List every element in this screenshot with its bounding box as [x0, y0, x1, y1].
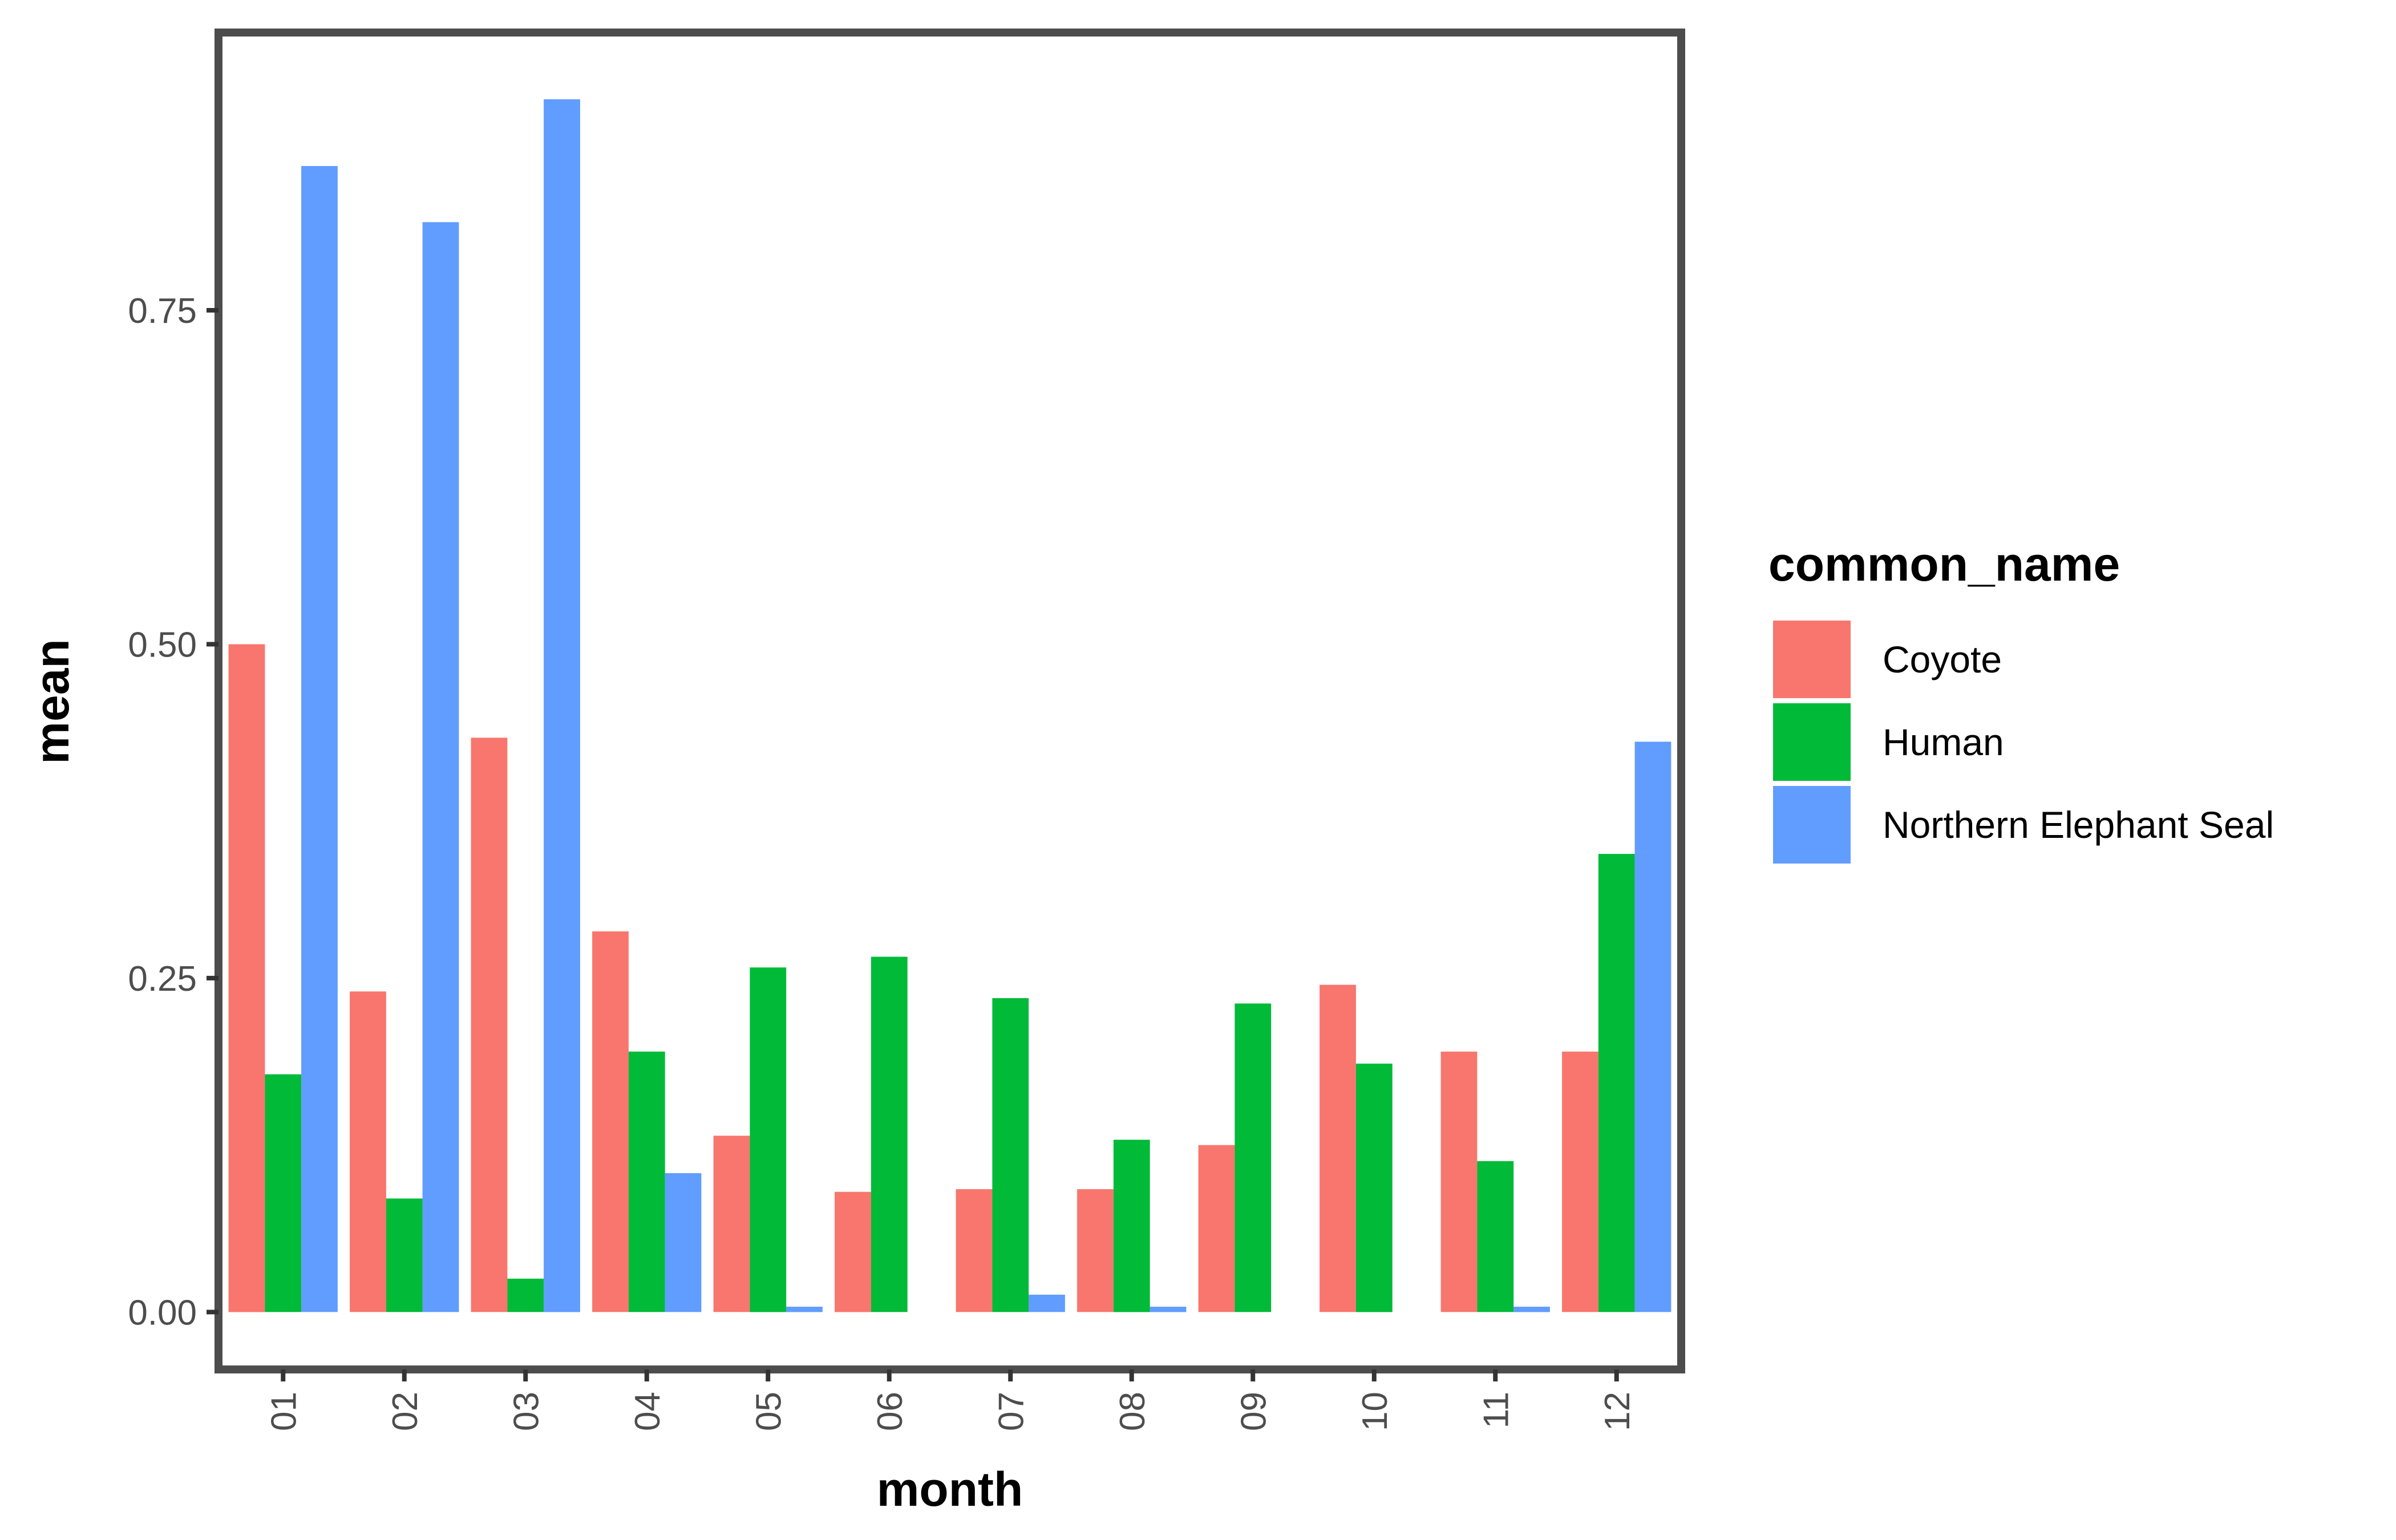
- bar-coyote-05: [713, 1136, 750, 1312]
- bar-human-03: [507, 1278, 544, 1312]
- x-axis: 01 02 03 04 05 06 07 08 09 10 11 12: [264, 1369, 1637, 1431]
- bar-human-10: [1355, 1063, 1393, 1312]
- x-tick-label: 04: [628, 1392, 667, 1431]
- x-tick-label: 10: [1355, 1392, 1395, 1431]
- bar-human-05: [750, 967, 787, 1312]
- x-tick-label: 07: [991, 1392, 1031, 1431]
- bar-coyote-08: [1077, 1189, 1114, 1312]
- bar-human-09: [1235, 1003, 1272, 1312]
- bar-human-11: [1477, 1161, 1514, 1312]
- bar-coyote-11: [1440, 1051, 1478, 1312]
- bar-coyote-09: [1198, 1145, 1235, 1312]
- bar-northern-elephant-seal-02: [422, 222, 459, 1312]
- y-axis: 0.00 0.25 0.50 0.75: [128, 291, 218, 1332]
- x-tick-label: 11: [1476, 1392, 1516, 1428]
- bar-northern-elephant-seal-05: [786, 1307, 823, 1312]
- bar-human-06: [871, 957, 908, 1312]
- x-tick-label: 09: [1234, 1392, 1273, 1431]
- bar-northern-elephant-seal-03: [544, 99, 580, 1312]
- bars-group: [228, 99, 1671, 1312]
- bar-human-07: [992, 998, 1029, 1312]
- plot-panel-border: [214, 29, 1685, 1373]
- legend-key-human: [1773, 703, 1851, 781]
- legend-key-coyote: [1773, 621, 1851, 698]
- bar-northern-elephant-seal-12: [1634, 741, 1671, 1312]
- y-axis-title: mean: [25, 639, 79, 764]
- bar-human-01: [265, 1074, 302, 1312]
- x-tick-label: 03: [507, 1392, 546, 1431]
- bar-coyote-07: [956, 1189, 993, 1312]
- bar-northern-elephant-seal-11: [1513, 1307, 1550, 1312]
- x-tick-label: 02: [386, 1392, 425, 1431]
- legend-label: Northern Elephant Seal: [1883, 804, 2274, 846]
- y-tick-label: 0.00: [128, 1293, 197, 1332]
- x-tick-label: 05: [749, 1392, 788, 1431]
- bar-northern-elephant-seal-04: [665, 1173, 702, 1312]
- bar-coyote-01: [228, 644, 265, 1312]
- bar-coyote-12: [1562, 1051, 1598, 1312]
- y-tick-label: 0.50: [128, 625, 197, 664]
- y-tick-label: 0.25: [128, 959, 197, 999]
- legend-label: Coyote: [1883, 638, 2002, 680]
- x-tick-label: 12: [1598, 1392, 1637, 1431]
- legend-items: Coyote Human Northern Elephant Seal: [1773, 621, 2274, 864]
- bar-coyote-03: [471, 737, 508, 1312]
- x-tick-label: 06: [871, 1392, 910, 1431]
- legend: common_name Coyote Human Northern Elephant…: [1768, 537, 2274, 864]
- legend-key-northern-elephant-seal: [1773, 786, 1851, 864]
- bar-human-12: [1598, 854, 1635, 1312]
- bar-coyote-04: [592, 931, 629, 1312]
- legend-title: common_name: [1768, 537, 2120, 591]
- y-tick-label: 0.75: [128, 291, 197, 331]
- bar-coyote-10: [1320, 984, 1356, 1312]
- bar-human-02: [386, 1198, 423, 1312]
- x-tick-label: 01: [264, 1392, 303, 1431]
- x-tick-label: 08: [1113, 1392, 1152, 1431]
- x-axis-title: month: [877, 1462, 1023, 1516]
- bar-human-04: [628, 1051, 665, 1312]
- bar-northern-elephant-seal-01: [301, 166, 338, 1312]
- bar-northern-elephant-seal-08: [1150, 1307, 1187, 1312]
- bar-northern-elephant-seal-07: [1029, 1294, 1065, 1312]
- bar-human-08: [1113, 1140, 1150, 1312]
- bar-coyote-06: [835, 1192, 871, 1312]
- legend-label: Human: [1883, 721, 2004, 763]
- bar-coyote-02: [350, 991, 386, 1312]
